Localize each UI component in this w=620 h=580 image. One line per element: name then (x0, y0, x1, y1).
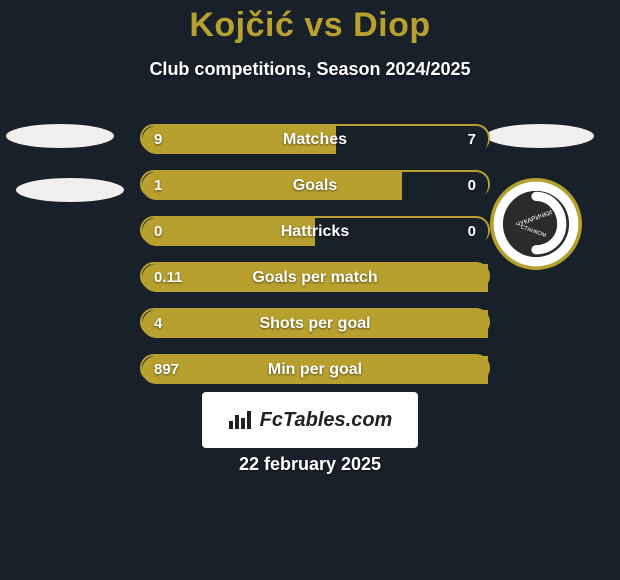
stat-row: 4Shots per goal (140, 308, 490, 336)
player2-name: Diop (353, 6, 431, 44)
stat-label: Min per goal (142, 356, 488, 384)
club-badge-icon: ЧУКАРИЧКИ СТАНКОМ (490, 178, 582, 270)
stat-label: Matches (142, 126, 488, 154)
stat-row: 897Min per goal (140, 354, 490, 382)
logo-text: FcTables.com (260, 409, 393, 432)
player1-name: Kojčić (189, 6, 294, 44)
stat-row: 0Hattricks0 (140, 216, 490, 244)
stat-row: 9Matches7 (140, 124, 490, 152)
date-label: 22 february 2025 (0, 454, 620, 475)
stat-row: 1Goals0 (140, 170, 490, 198)
stat-label: Hattricks (142, 218, 488, 246)
stat-value-right: 0 (468, 172, 476, 200)
stat-value-right: 7 (468, 126, 476, 154)
stat-row: 0.11Goals per match (140, 262, 490, 290)
vs-label: vs (304, 6, 343, 44)
comparison-canvas: Kojčić vs Diop Club competitions, Season… (0, 0, 620, 580)
club-badge: ЧУКАРИЧКИ СТАНКОМ (490, 178, 582, 270)
logo-suffix: .com (346, 409, 393, 431)
fctables-logo[interactable]: FcTables.com (202, 392, 418, 448)
bars-icon (228, 409, 254, 431)
stat-label: Goals per match (142, 264, 488, 292)
stat-value-right: 0 (468, 218, 476, 246)
player2-avatar-placeholder (486, 124, 594, 148)
subtitle: Club competitions, Season 2024/2025 (0, 59, 620, 80)
stat-label: Shots per goal (142, 310, 488, 338)
player1-avatar-placeholder-2 (16, 178, 124, 202)
player1-avatar-placeholder-1 (6, 124, 114, 148)
stat-label: Goals (142, 172, 488, 200)
logo-brand: FcTables (260, 409, 346, 431)
page-title: Kojčić vs Diop (0, 0, 620, 45)
stats-area: 9Matches71Goals00Hattricks00.11Goals per… (140, 124, 490, 400)
